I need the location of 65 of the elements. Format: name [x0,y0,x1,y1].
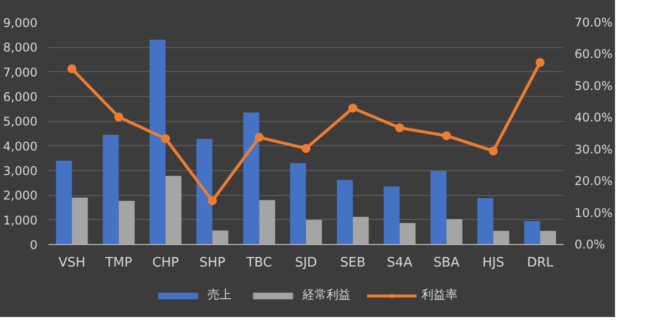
y2-tick-label: 30.0% [574,142,613,156]
point [488,146,498,156]
legend-label: 経常利益 [302,286,350,304]
point [254,132,264,142]
x-tick-label: SBA [433,256,460,270]
bar [540,230,556,244]
bar [336,180,353,244]
x-tick-label: VSH [58,256,86,270]
bar [493,230,510,244]
bar [477,198,494,244]
y2-tick-label: 70.0% [574,16,613,30]
y-tick-label: 6,000 [3,90,38,104]
point [208,196,217,206]
bar [352,216,369,244]
y2-tick-label: 10.0% [574,206,613,220]
bar [118,200,135,244]
x-tick-label: CHP [152,256,180,270]
y-tick-label: 1,000 [3,213,38,228]
point [114,112,124,122]
bar [400,223,416,244]
x-tick-label: SJD [294,256,318,270]
y-tick-label: 8,000 [3,40,38,55]
y-tick-label: 4,000 [3,139,38,154]
legend-label: 利益率 [422,286,458,304]
bar [72,198,88,244]
y-tick-label: 3,000 [3,164,38,178]
bar [102,134,119,244]
bar [150,40,166,244]
bar [306,220,322,244]
y2-tick-label: 50.0% [574,78,613,93]
x-tick-label: HJS [482,256,504,270]
bar [446,219,462,244]
bar [166,176,182,244]
point [302,144,310,153]
y2-tick-label: 40.0% [574,110,613,125]
point [442,131,451,140]
point [536,58,545,67]
x-tick-label: DRL [526,256,554,270]
x-tick-label: TMP [104,256,132,270]
bar [384,186,400,244]
bar [259,200,276,244]
y-tick-label: 7,000 [3,65,38,80]
bar [290,163,306,244]
y2-tick-label: 60.0% [574,47,613,62]
x-tick-label: S4A [386,256,412,270]
point [348,104,358,113]
y2-tick-label: 0.0% [574,238,605,252]
x-tick-label: SHP [199,256,226,270]
point [161,134,170,144]
x-tick-label: SEB [340,256,366,270]
bar [524,221,540,244]
bar [430,170,446,244]
bar [243,112,260,244]
y2-tick-label: 20.0% [574,174,613,188]
point [395,123,404,132]
y-tick-label: 0 [30,238,38,252]
x-tick-label: TBC [245,256,272,270]
legend-label: 売上 [208,286,232,304]
y-tick-label: 9,000 [3,16,38,30]
point [67,64,76,74]
y-tick-label: 5,000 [3,114,38,129]
y-tick-label: 2,000 [3,188,38,203]
bar [212,230,228,244]
bar [196,138,212,244]
bar [56,160,72,244]
